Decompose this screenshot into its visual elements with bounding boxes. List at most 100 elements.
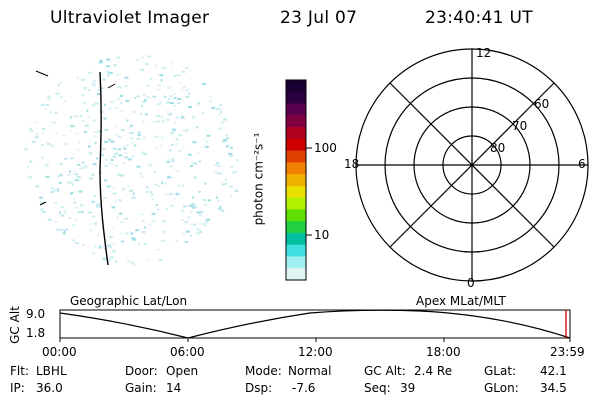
emission-pixel (198, 214, 202, 217)
emission-pixel (54, 111, 58, 114)
emission-pixel (135, 229, 140, 232)
emission-pixel (185, 230, 190, 233)
emission-pixel (169, 95, 173, 98)
timeline-xtick: 23:59 (550, 345, 585, 359)
emission-pixel (126, 119, 129, 122)
emission-pixel (204, 182, 207, 185)
emission-pixel (58, 173, 63, 176)
emission-pixel (223, 139, 228, 141)
emission-pixel (89, 229, 92, 232)
emission-pixel (156, 248, 161, 251)
emission-pixel (114, 125, 117, 128)
emission-pixel (69, 116, 72, 119)
emission-pixel (183, 85, 186, 88)
emission-pixel (205, 128, 208, 131)
emission-pixel (149, 191, 153, 193)
emission-pixel (140, 150, 143, 153)
emission-pixel (116, 73, 121, 76)
emission-pixel (73, 201, 77, 204)
emission-pixel (175, 191, 178, 194)
emission-pixel (56, 228, 60, 231)
colorbar-segment (286, 174, 306, 187)
emission-pixel (173, 104, 176, 107)
emission-pixel (69, 130, 72, 132)
emission-pixel (202, 198, 206, 201)
colorbar-segment (286, 185, 306, 199)
emission-pixel (107, 259, 112, 262)
emission-pixel (168, 174, 170, 177)
emission-pixel (161, 220, 165, 222)
observation-time: 23:40:41 UT (425, 8, 533, 28)
emission-pixel (75, 242, 80, 245)
emission-pixel (197, 151, 200, 154)
emission-pixel (117, 98, 120, 101)
emission-pixel (84, 124, 89, 127)
emission-pixel (160, 136, 164, 139)
emission-pixel (189, 223, 192, 226)
emission-pixel (153, 121, 156, 123)
emission-pixel (102, 258, 107, 261)
emission-pixel (175, 138, 179, 141)
emission-pixel (178, 150, 182, 153)
emission-pixel (105, 65, 110, 68)
emission-pixel (217, 165, 222, 168)
emission-pixel (107, 244, 112, 247)
emission-pixel (181, 233, 186, 235)
emission-pixel (50, 144, 54, 147)
emission-pixel (29, 160, 33, 163)
emission-pixel (147, 258, 151, 261)
emission-pixel (181, 70, 186, 73)
emission-pixel (88, 152, 93, 155)
timeline-axis-label: GC Alt (7, 306, 22, 344)
emission-pixel (202, 112, 205, 115)
emission-pixel (156, 115, 161, 118)
emission-pixel (101, 245, 105, 248)
emission-pixel (59, 82, 62, 85)
colorbar-segment (286, 91, 306, 105)
emission-pixel (98, 109, 102, 112)
emission-pixel (93, 222, 98, 225)
emission-pixel (146, 189, 149, 192)
emission-pixel (65, 228, 69, 231)
emission-pixel (72, 239, 76, 242)
emission-pixel (199, 230, 203, 233)
emission-pixel (77, 211, 80, 214)
dsp-value: -7.6 (292, 381, 316, 395)
emission-pixel (181, 209, 184, 212)
emission-pixel (24, 148, 28, 151)
emission-pixel (173, 93, 176, 96)
emission-pixel (124, 152, 128, 155)
emission-pixel (197, 102, 200, 105)
emission-pixel (141, 120, 145, 123)
instrument-title: Ultraviolet Imager (50, 8, 210, 28)
emission-pixel (156, 103, 161, 106)
emission-pixel (76, 176, 81, 179)
emission-pixel (59, 228, 64, 231)
emission-pixel (157, 120, 160, 123)
emission-pixel (109, 246, 112, 249)
emission-pixel (145, 63, 149, 65)
timeline-right-title: Apex MLat/MLT (416, 294, 506, 308)
colorbar-tick-10: 10 (314, 228, 330, 242)
emission-pixel (81, 94, 85, 96)
emission-pixel (170, 132, 173, 135)
emission-pixel (166, 161, 170, 163)
emission-pixel (219, 172, 223, 175)
emission-pixel (216, 107, 221, 110)
colorbar-segment (286, 127, 306, 140)
emission-pixel (114, 164, 119, 167)
gcalt-label: GC Alt: (364, 364, 406, 378)
emission-pixel (59, 162, 63, 165)
emission-pixel (171, 160, 175, 163)
emission-pixel (161, 230, 165, 233)
emission-pixel (75, 148, 79, 151)
emission-pixel (92, 119, 96, 122)
emission-pixel (184, 130, 189, 133)
emission-pixel (130, 232, 134, 235)
emission-pixel (184, 221, 189, 224)
emission-pixel (218, 113, 221, 116)
emission-pixel (120, 232, 123, 235)
emission-pixel (57, 190, 60, 193)
emission-pixel (178, 184, 181, 187)
emission-pixel (180, 116, 185, 119)
